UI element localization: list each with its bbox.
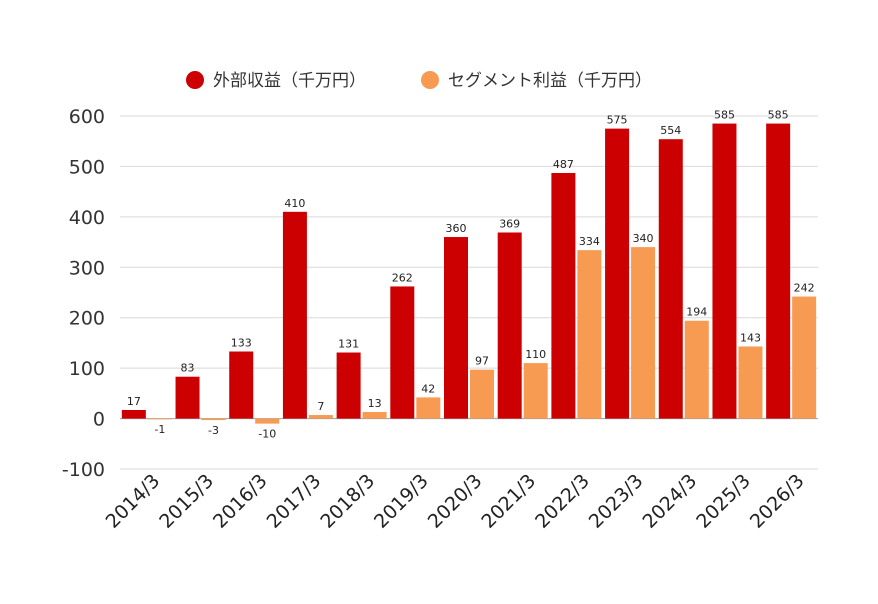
bar-series1 [658,139,683,419]
x-tick-label: 2015/3 [155,470,218,533]
bar-series1 [282,211,307,419]
data-label: 7 [317,400,324,413]
y-tick-label: 0 [93,409,105,431]
x-tick-label: 2024/3 [638,470,701,533]
data-label: 369 [499,217,520,230]
bar-series1 [444,237,468,419]
legend-marker-2 [421,71,439,89]
data-label: 585 [714,109,735,122]
x-tick-label: 2021/3 [477,470,540,533]
x-tick-label: 2020/3 [424,470,487,533]
bar-series2 [362,412,387,419]
data-label: 410 [284,197,305,210]
bar-series2 [792,296,817,419]
data-label: 262 [392,271,413,284]
bar-series1 [229,351,254,419]
data-label: 194 [686,306,707,319]
y-axis: -100 0 100 200 300 400 500 600 [62,106,105,481]
bar-series1 [766,123,791,419]
bar-series2 [577,250,602,419]
y-tick-label: 100 [69,358,105,380]
bar-series2 [201,418,226,421]
data-label: -10 [258,428,276,441]
y-tick-label: -100 [62,459,105,481]
y-tick-label: 600 [69,106,105,128]
data-label: 83 [181,362,195,375]
data-label: 13 [368,397,382,410]
data-label: 42 [421,382,435,395]
data-label: -1 [154,423,165,436]
x-axis: 2014/32015/32016/32017/32018/32019/32020… [102,470,809,533]
x-tick-label: 2022/3 [531,470,594,533]
data-label: 487 [553,158,574,171]
y-tick-label: 500 [69,156,105,178]
x-tick-label: 2014/3 [102,470,165,533]
data-label: 334 [579,235,600,248]
legend-label-2: セグメント利益（千万円） [448,71,652,91]
bar-series1 [390,286,415,419]
data-label: 585 [768,109,789,122]
x-tick-label: 2017/3 [263,470,326,533]
data-label: 131 [338,338,359,351]
legend-marker-1 [186,71,204,89]
bar-series1 [175,376,200,419]
x-tick-label: 2025/3 [692,470,755,533]
bar-series1 [712,123,737,419]
bar-series2 [738,346,763,419]
data-label: 97 [475,355,489,368]
bar-series1 [336,352,361,419]
x-tick-label: 2016/3 [209,470,272,533]
data-label: 554 [660,124,681,137]
y-tick-label: 400 [69,207,105,229]
data-label: -3 [208,424,219,437]
data-label: 143 [740,331,761,344]
y-tick-label: 300 [69,257,105,279]
data-label: 110 [525,348,546,361]
bar-series1 [497,232,522,419]
data-label: 575 [607,114,628,127]
bar-series2 [416,397,441,419]
legend-label-1: 外部収益（千万円） [213,71,366,91]
y-tick-label: 200 [69,308,105,330]
bar-series2 [631,247,656,419]
data-label: 360 [446,222,467,235]
bar-series2 [147,418,172,420]
bar-series2 [523,363,548,419]
bar-series2 [255,418,280,424]
data-label: 242 [794,282,815,295]
bar-series2 [308,415,333,419]
bar-series2 [684,320,709,419]
data-label: 133 [231,337,252,350]
x-tick-label: 2023/3 [585,470,648,533]
x-tick-label: 2018/3 [316,470,379,533]
data-label: 17 [127,395,141,408]
bar-series1 [605,128,630,419]
data-label: 340 [633,232,654,245]
x-tick-label: 2019/3 [370,470,433,533]
data-labels: 17 -1 83 -3 133 -10 410 7 131 13 262 42 360 97 369 110 4… [127,109,815,441]
x-tick-label: 2026/3 [746,470,809,533]
bars [121,123,817,424]
bar-series2 [470,369,494,419]
legend: 外部収益（千万円） セグメント利益（千万円） [186,71,652,91]
bar-series1 [551,172,576,419]
bar-series1 [121,409,146,419]
